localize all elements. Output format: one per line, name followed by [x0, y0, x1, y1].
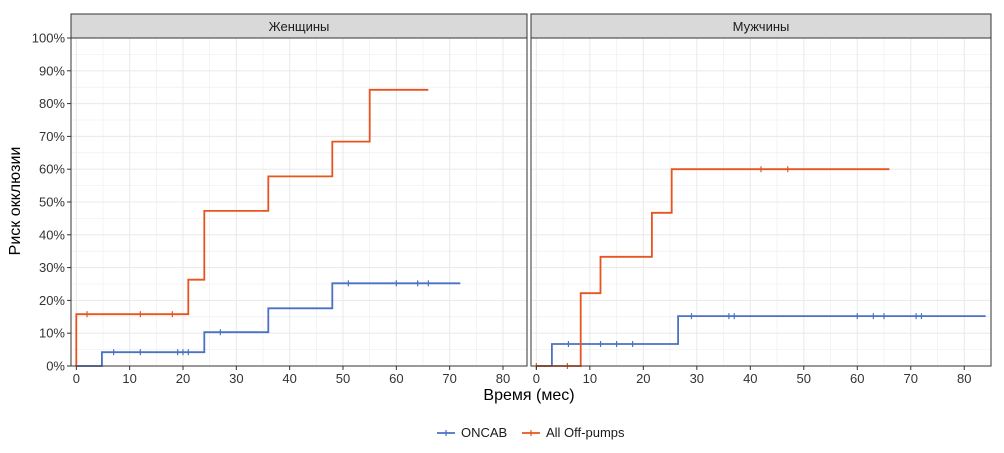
y-tick-label: 80% [39, 96, 65, 111]
x-tick-label: 80 [957, 371, 971, 386]
x-tick-label: 30 [690, 371, 704, 386]
panel-0: Женщины 0 10 20 30 40 50 60 70 80 0% 10% 20% 30% 40% 50… [32, 13, 528, 386]
y-tick-label: 70% [39, 129, 65, 144]
y-tick-label: 50% [39, 195, 65, 210]
x-tick-label: 40 [282, 371, 296, 386]
panels: Женщины 0 10 20 30 40 50 60 70 80 0% 10% 20% 30% 40% 50… [32, 13, 992, 386]
legend-item-oncab: ONCAB [437, 425, 507, 440]
x-tick-label: 30 [229, 371, 243, 386]
y-tick-label: 40% [39, 227, 65, 242]
x-tick-label: 20 [636, 371, 650, 386]
x-tick-label: 70 [442, 371, 456, 386]
y-tick-label: 10% [39, 326, 65, 341]
y-tick-label: 20% [39, 293, 65, 308]
y-tick-label: 0% [46, 359, 65, 374]
panel-strip [70, 13, 528, 39]
x-tick-label: 80 [496, 371, 510, 386]
x-tick-label: 10 [122, 371, 136, 386]
x-tick-label: 0 [533, 371, 540, 386]
x-tick-label: 0 [73, 371, 80, 386]
legend-label: All Off-pumps [546, 425, 625, 440]
y-tick-label: 100% [32, 31, 66, 46]
x-tick-label: 50 [336, 371, 350, 386]
step-line [536, 168, 890, 367]
series-oncab [76, 280, 461, 367]
x-tick-label: 70 [904, 371, 918, 386]
panel-strip [530, 13, 992, 39]
y-tick-label: 30% [39, 260, 65, 275]
panel-border [530, 37, 992, 367]
panel-title: Мужчины [733, 19, 790, 34]
y-axis-title: Риск окклюзии [7, 147, 24, 256]
x-tick-label: 60 [850, 371, 864, 386]
y-tick-label: 60% [39, 162, 65, 177]
x-tick-label: 50 [797, 371, 811, 386]
legend: ONCAB All Off-pumps [437, 425, 625, 440]
x-tick-label: 40 [743, 371, 757, 386]
y-tick-label: 90% [39, 63, 65, 78]
x-axis-title: Время (мес) [483, 387, 574, 404]
series-all-off-pumps [75, 88, 429, 366]
step-line [76, 282, 461, 367]
legend-item-all-off-pumps: All Off-pumps [522, 425, 625, 440]
gridlines [71, 37, 527, 367]
x-tick-label: 10 [583, 371, 597, 386]
step-line [75, 88, 429, 366]
panel-title: Женщины [269, 19, 330, 34]
panel-1: Мужчины 0 10 20 30 40 50 60 70 80 [530, 13, 992, 386]
x-tick-label: 60 [389, 371, 403, 386]
x-tick-label: 20 [176, 371, 190, 386]
legend-label: ONCAB [461, 425, 507, 440]
